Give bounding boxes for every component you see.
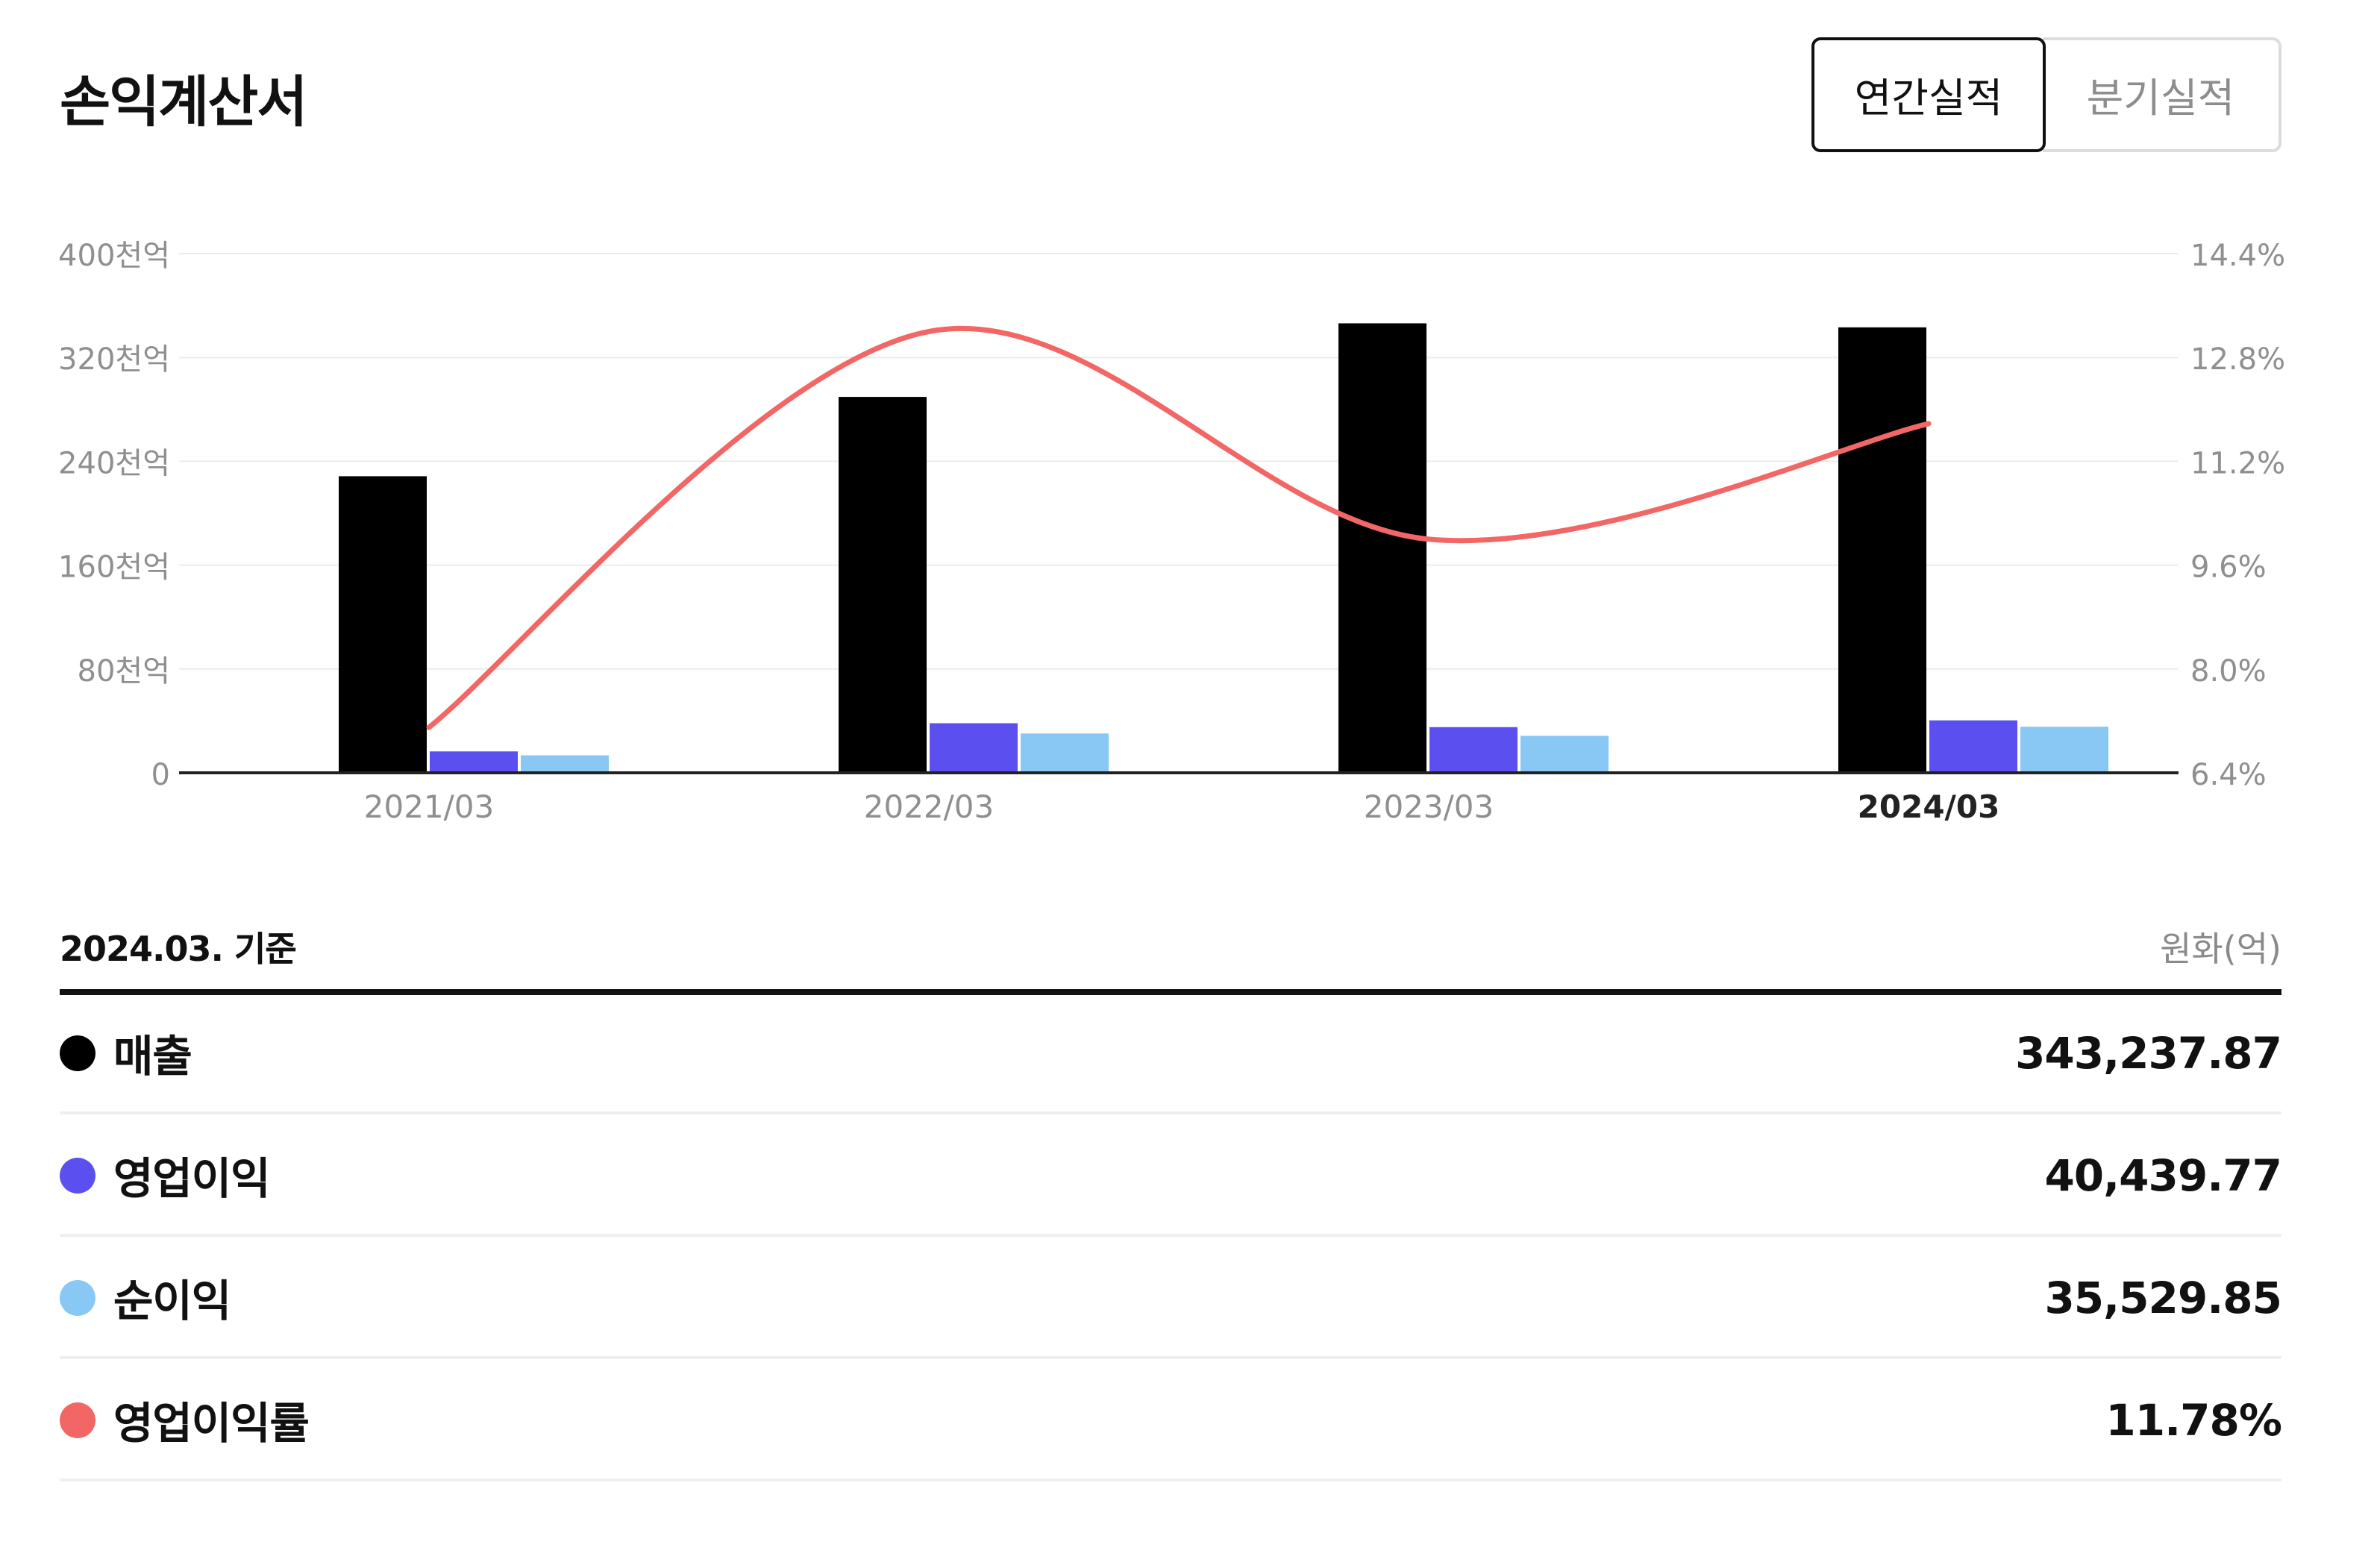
bar-매출 (1838, 327, 1926, 773)
left-axis-tick-label: 320천억 (58, 342, 170, 377)
basis-date: 2024.03. 기준 (60, 931, 297, 970)
income-chart: 0 80천억 160천억 240천억 320천억 400천억 6.4% 8.0% 9.6% 11.… (58, 239, 2285, 825)
right-axis-tick-label: 12.8% (2190, 342, 2285, 377)
left-axis-tick-label: 240천억 (58, 446, 170, 480)
right-axis-tick-label: 14.4% (2190, 239, 2285, 273)
row-label: 매출 (113, 1031, 192, 1082)
row-label: 영업이익률 (113, 1398, 310, 1449)
row-label: 순이익 (113, 1276, 231, 1326)
right-axis-tick-label: 11.2% (2190, 446, 2285, 480)
bar-매출 (339, 476, 427, 773)
row-value: 40,439.77 (2044, 1150, 2282, 1201)
bar-순이익 (2020, 727, 2108, 773)
x-axis-tick-label: 2024/03 (1858, 788, 2000, 825)
revenue-legend-dot (60, 1035, 95, 1071)
x-axis-tick-label: 2021/03 (364, 788, 494, 825)
bar-순이익 (521, 755, 609, 773)
row-value: 35,529.85 (2044, 1273, 2282, 1323)
row-value: 11.78% (2105, 1395, 2282, 1446)
x-axis-tick-label: 2022/03 (864, 788, 994, 825)
right-axis-tick-label: 8.0% (2190, 654, 2267, 689)
row-label: 영업이익 (113, 1153, 270, 1204)
net-income-legend-dot (60, 1280, 95, 1316)
bar-영업이익 (930, 723, 1018, 773)
left-axis-tick-label: 0 (151, 758, 170, 792)
page-title: 손익계산서 (60, 70, 307, 134)
bar-매출 (1338, 323, 1426, 773)
right-axis-tick-label: 9.6% (2190, 551, 2267, 585)
x-axis-tick-label: 2023/03 (1364, 788, 1494, 825)
left-axis-tick-label: 400천억 (58, 239, 170, 273)
table-divider (60, 989, 2281, 995)
bar-영업이익 (1929, 720, 2017, 773)
unit-label: 원화(억) (2160, 931, 2281, 970)
bar-순이익 (1520, 736, 1609, 773)
table-row-operating-profit[interactable]: 영업이익 40,439.77 (60, 1117, 2282, 1237)
row-value: 343,237.87 (2015, 1028, 2282, 1079)
table-row-net-income[interactable]: 순이익 35,529.85 (60, 1240, 2282, 1359)
left-axis-tick-label: 80천억 (78, 654, 171, 689)
operating-profit-legend-dot (60, 1158, 95, 1194)
tab-quarterly[interactable]: 분기실적 (2043, 37, 2281, 152)
left-axis-tick-label: 160천억 (58, 551, 170, 585)
operating-margin-line (426, 325, 1932, 730)
period-toggle: 연간실적 분기실적 (1811, 37, 2281, 152)
bar-영업이익 (1429, 727, 1518, 773)
table-row-operating-margin[interactable]: 영업이익률 11.78% (60, 1362, 2282, 1481)
bar-영업이익 (430, 751, 518, 773)
bar-매출 (839, 397, 927, 773)
operating-margin-legend-dot (60, 1402, 95, 1438)
table-row-revenue[interactable]: 매출 343,237.87 (60, 995, 2282, 1114)
bar-순이익 (1021, 733, 1109, 773)
right-axis-tick-label: 6.4% (2190, 758, 2267, 792)
tab-annual[interactable]: 연간실적 (1811, 37, 2046, 152)
